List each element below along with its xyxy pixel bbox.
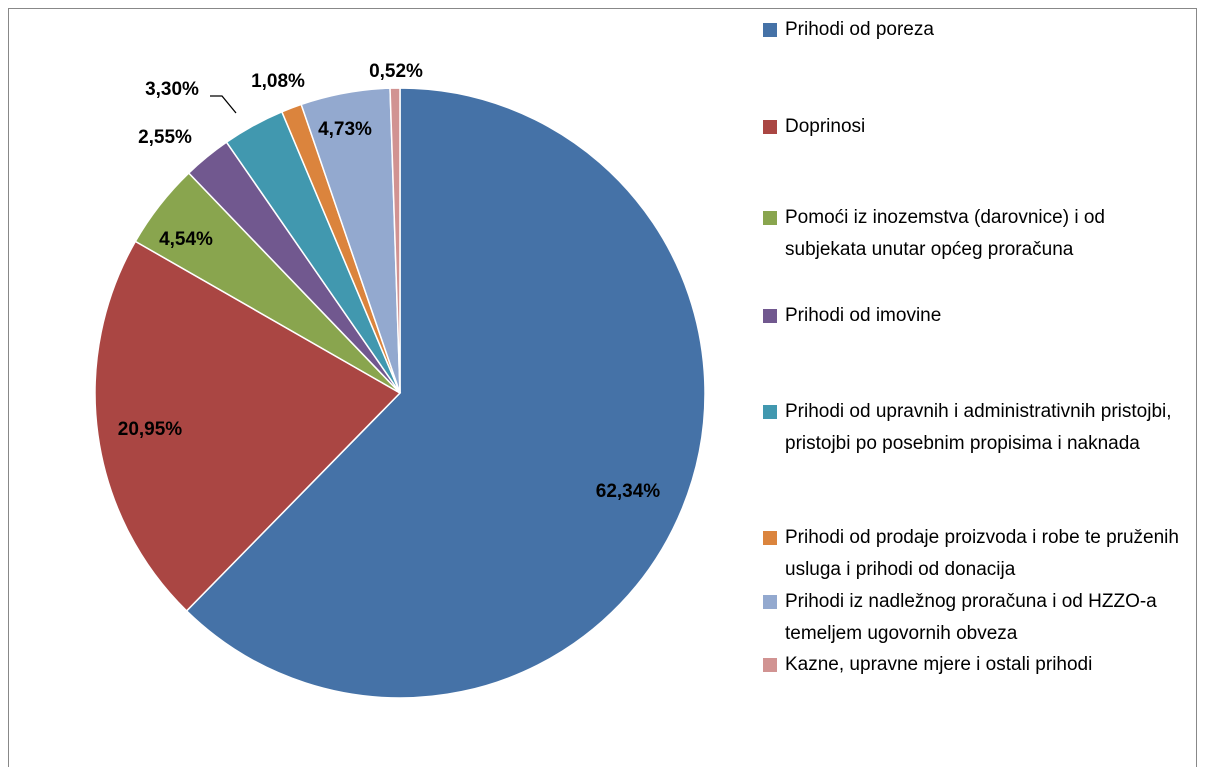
legend-item: Doprinosi [763,111,1183,143]
data-label: 3,30% [145,79,199,100]
legend-item: Prihodi od upravnih i administrativnih p… [763,396,1183,460]
pie-slice [94,240,402,612]
legend-label: Pomoći iz inozemstva (darovnice) i od su… [785,207,1105,260]
legend-swatch [763,120,777,134]
legend-label: Kazne, upravne mjere i ostali prihodi [785,654,1093,675]
legend-item: Prihodi od poreza [763,14,1183,46]
data-label: 4,73% [318,119,372,140]
legend-swatch [763,595,777,609]
legend-label: Doprinosi [785,116,866,137]
legend-swatch [763,405,777,419]
legend-item: Pomoći iz inozemstva (darovnice) i od su… [763,202,1183,266]
data-label: 1,08% [251,71,305,92]
legend-label: Prihodi od prodaje proizvoda i robe te p… [785,527,1179,580]
pie-slice [185,87,706,699]
legend-swatch [763,309,777,323]
chart-border [8,8,1197,767]
legend-swatch [763,658,777,672]
legend-label: Prihodi iz nadležnog proračuna i od HZZO… [785,591,1157,644]
pie-slice [389,87,401,394]
data-label: 0,52% [369,61,423,82]
leader-line [210,95,237,114]
data-label: 62,34% [596,481,661,502]
data-label: 2,55% [138,127,192,148]
data-label: 4,54% [159,229,213,250]
legend-swatch [763,211,777,225]
legend-label: Prihodi od upravnih i administrativnih p… [785,401,1172,454]
legend-label: Prihodi od poreza [785,19,934,40]
legend-swatch [763,531,777,545]
data-label: 20,95% [118,419,183,440]
legend-label: Prihodi od imovine [785,305,942,326]
legend-item: Prihodi iz nadležnog proračuna i od HZZO… [763,586,1183,650]
legend-swatch [763,23,777,37]
legend-item: Prihodi od prodaje proizvoda i robe te p… [763,522,1183,586]
legend-item: Kazne, upravne mjere i ostali prihodi [763,649,1183,681]
legend-item: Prihodi od imovine [763,300,1183,332]
